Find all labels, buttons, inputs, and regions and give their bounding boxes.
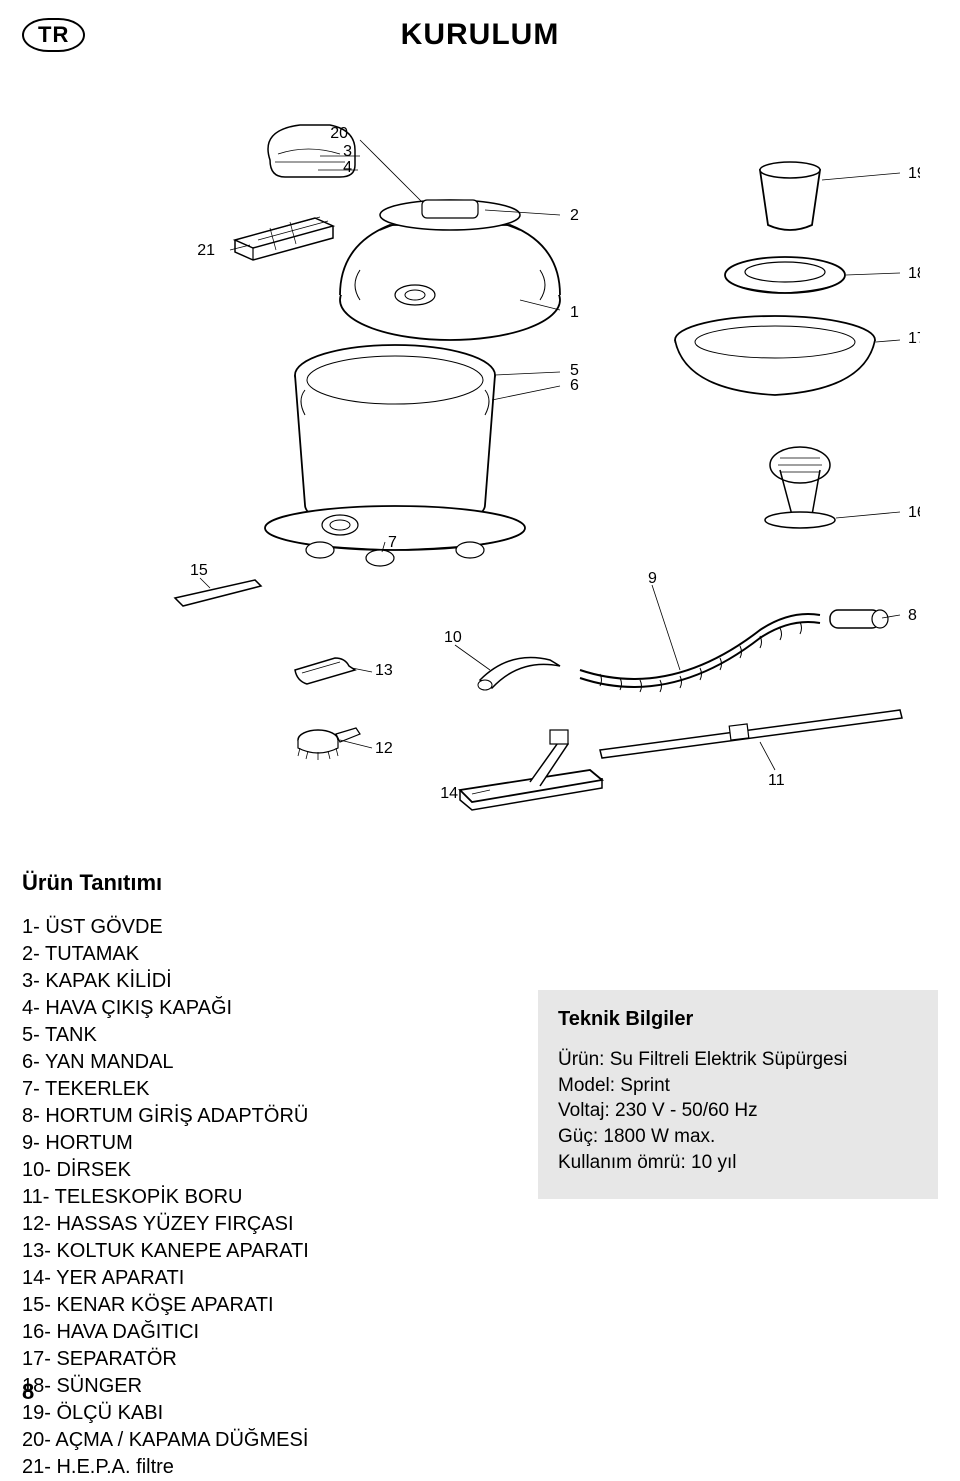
page-header: TR KURULUM xyxy=(0,18,960,58)
list-item: 13- KOLTUK KANEPE APARATI xyxy=(22,1238,938,1265)
part-10-elbow xyxy=(478,658,560,691)
callout-line-5 xyxy=(495,372,560,375)
svg-text:7: 7 xyxy=(388,534,397,551)
part-9-hose xyxy=(580,614,820,692)
callout-line-17 xyxy=(876,340,900,342)
part-8-adapter xyxy=(830,610,888,628)
svg-text:21: 21 xyxy=(197,242,215,259)
callout-line-15 xyxy=(200,578,210,588)
list-item: 21- H.E.P.A. filtre xyxy=(22,1454,938,1481)
tech-line: Ürün: Su Filtreli Elektrik Süpürgesi xyxy=(558,1047,918,1073)
tech-line: Model: Sprint xyxy=(558,1073,918,1099)
svg-text:8: 8 xyxy=(908,607,917,624)
svg-text:12: 12 xyxy=(375,740,393,757)
exploded-diagram: 1 2 3 4 5 6 7 8 9 10 11 12 13 14 15 16 1… xyxy=(40,70,920,850)
svg-text:14: 14 xyxy=(440,785,458,802)
tech-line: Güç: 1800 W max. xyxy=(558,1124,918,1150)
list-item: 1- ÜST GÖVDE xyxy=(22,914,938,941)
part-11-tube xyxy=(600,710,902,758)
svg-text:2: 2 xyxy=(570,207,579,224)
tech-title: Teknik Bilgiler xyxy=(558,1008,918,1031)
svg-text:15: 15 xyxy=(190,562,208,579)
callout-line-12 xyxy=(340,740,372,748)
part-18-sponge xyxy=(725,257,845,293)
svg-text:19: 19 xyxy=(908,165,920,182)
part-1-upper-body xyxy=(340,200,560,340)
svg-text:10: 10 xyxy=(444,629,462,646)
page-title: KURULUM xyxy=(0,18,960,52)
tech-line: Kullanım ömrü: 10 yıl xyxy=(558,1150,918,1176)
callout-line-19 xyxy=(822,173,900,180)
list-item: 12- HASSAS YÜZEY FIRÇASI xyxy=(22,1211,938,1238)
list-item: 20- AÇMA / KAPAMA DÜĞMESİ xyxy=(22,1427,938,1454)
part-13-upholstery xyxy=(295,658,355,684)
part-16-diffuser xyxy=(765,447,835,528)
callout-line-11 xyxy=(760,742,775,770)
lower-content: Ürün Tanıtımı 1- ÜST GÖVDE 2- TUTAMAK 3-… xyxy=(22,870,938,1481)
svg-text:3: 3 xyxy=(343,143,352,160)
svg-text:4: 4 xyxy=(343,159,352,176)
callout-line-18 xyxy=(846,273,900,275)
list-item: 14- YER APARATI xyxy=(22,1265,938,1292)
svg-text:20: 20 xyxy=(330,125,348,142)
part-12-soft-brush xyxy=(298,728,360,760)
tech-specs-box: Teknik Bilgiler Ürün: Su Filtreli Elektr… xyxy=(538,990,938,1199)
part-21 xyxy=(235,217,333,260)
callout-line-16 xyxy=(836,512,900,518)
page-number: 8 xyxy=(22,1379,34,1405)
callout-line-6 xyxy=(492,386,560,400)
list-item: 19- ÖLÇÜ KABI xyxy=(22,1400,938,1427)
svg-text:18: 18 xyxy=(908,265,920,282)
callout-line-20 xyxy=(360,140,430,210)
part-15-crevice xyxy=(175,580,261,606)
tech-line: Voltaj: 230 V - 50/60 Hz xyxy=(558,1098,918,1124)
part-14-floor-head xyxy=(460,730,602,810)
part-5-tank xyxy=(265,345,525,566)
list-item: 15- KENAR KÖŞE APARATI xyxy=(22,1292,938,1319)
list-item: 2- TUTAMAK xyxy=(22,941,938,968)
list-item: 17- SEPARATÖR xyxy=(22,1346,938,1373)
section-title: Ürün Tanıtımı xyxy=(22,870,938,896)
svg-text:16: 16 xyxy=(908,504,920,521)
svg-text:6: 6 xyxy=(570,377,579,394)
svg-text:9: 9 xyxy=(648,570,657,587)
callout-line-21 xyxy=(230,245,250,250)
svg-text:13: 13 xyxy=(375,662,393,679)
svg-text:17: 17 xyxy=(908,330,920,347)
part-17-separator xyxy=(675,316,875,395)
svg-text:11: 11 xyxy=(768,772,785,789)
callout-line-9 xyxy=(652,585,680,670)
list-item: 18- SÜNGER xyxy=(22,1373,938,1400)
list-item: 16- HAVA DAĞITICI xyxy=(22,1319,938,1346)
part-19-cup xyxy=(760,162,820,230)
svg-text:1: 1 xyxy=(570,304,579,321)
callout-line-10 xyxy=(455,645,490,670)
